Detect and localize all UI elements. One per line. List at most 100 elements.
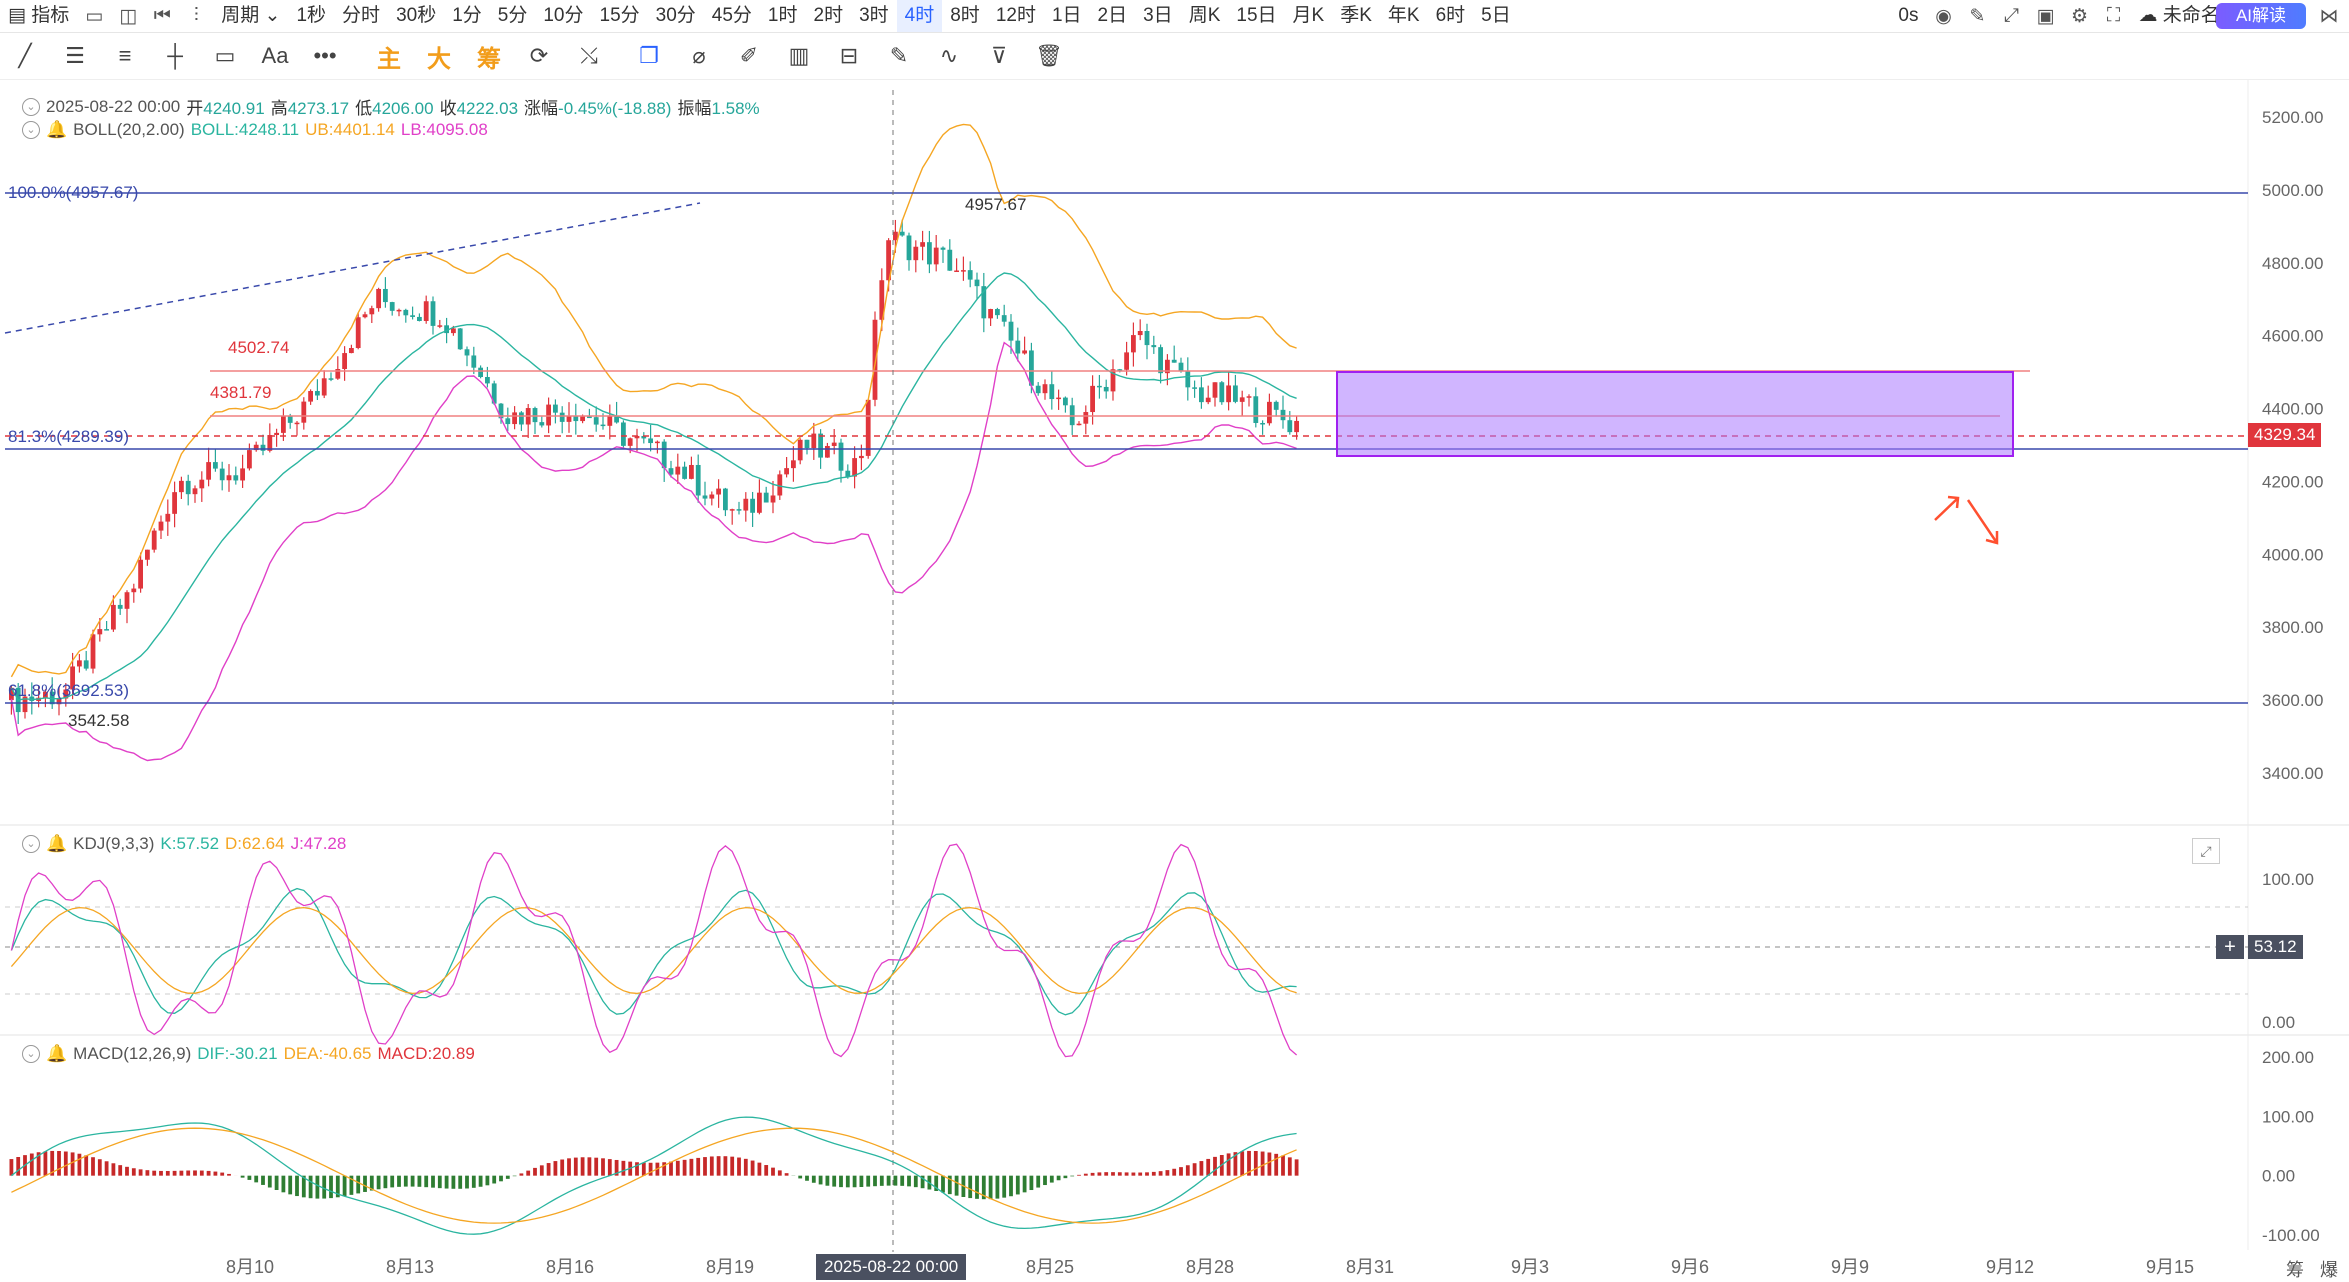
candle-body (253, 444, 259, 451)
macd-tick-label: 0.00 (2262, 1167, 2295, 1186)
fullscreen-icon[interactable]: ⛶ (2106, 5, 2121, 26)
candle-body (498, 403, 504, 419)
candle-body (933, 247, 939, 265)
indicator-button[interactable]: ▤ 指标 (0, 0, 77, 32)
calendar-icon[interactable]: ▭ (85, 5, 104, 27)
lock-icon[interactable]: ⊟ (839, 43, 859, 68)
candle-body (811, 433, 817, 449)
layout-icon[interactable]: ◫ (119, 5, 138, 27)
bars-icon[interactable]: ▥ (788, 43, 810, 68)
interval-19[interactable]: 15日 (1236, 5, 1277, 26)
settings-icon[interactable]: ⚙ (2070, 5, 2089, 27)
bell-icon[interactable]: 🔔 (46, 834, 68, 853)
candle-body (1294, 420, 1299, 433)
expand-icon[interactable]: ⤢ (2003, 5, 2020, 26)
interval-14[interactable]: 12时 (995, 5, 1036, 26)
candle-body (1097, 385, 1102, 388)
boll-lower-line (10, 341, 1297, 762)
interval-11[interactable]: 3时 (859, 5, 889, 26)
interval-0[interactable]: 1秒 (296, 5, 327, 26)
trash-icon[interactable]: 🗑 (1035, 43, 1063, 68)
add-alert-icon[interactable]: + (2216, 935, 2244, 959)
candle-body (1192, 387, 1197, 389)
pen-icon[interactable]: ✎ (1969, 5, 1986, 27)
more-tools[interactable]: ••• (313, 43, 337, 68)
interval-10[interactable]: 2时 (813, 5, 844, 26)
magnet-icon[interactable]: ∿ (939, 43, 959, 68)
notes-icon[interactable]: ✎ (889, 43, 909, 68)
legend-date: 2025-08-22 00:00 (46, 96, 181, 116)
ruler-icon[interactable]: ⌀ (692, 43, 706, 68)
big-order-button[interactable]: 大 (427, 45, 451, 73)
interval-17[interactable]: 3日 (1143, 5, 1173, 26)
candle-body (1151, 345, 1157, 348)
horizontal-ray-tool-icon[interactable]: ┼ (167, 43, 183, 68)
screenshot-icon[interactable]: ▣ (2036, 5, 2055, 27)
text-tool[interactable]: Aa (261, 43, 289, 68)
candlestick-chart[interactable]: 5200.00 5000.00 4800.00 4600.00 4400.00 4200.… (0, 80, 2349, 1281)
trendline-tool-icon[interactable]: ╱ (18, 43, 32, 68)
horizontal-lines-tool-icon[interactable]: ≡ (118, 43, 132, 68)
candles-icon[interactable]: ⫶ (193, 5, 199, 26)
interval-15[interactable]: 1日 (1051, 5, 1082, 26)
filter-icon[interactable]: ⊽ (990, 43, 1008, 68)
candle-body (1253, 396, 1259, 423)
bell-icon[interactable]: 🔔 (46, 120, 68, 139)
fib-813-label: 81.3%(4289.39) (8, 427, 129, 446)
copy-icon[interactable]: ❐ (639, 43, 659, 68)
collapse-icon[interactable]: ⌄ (22, 97, 40, 116)
candle-body (1233, 385, 1238, 402)
share-icon[interactable]: ⋈ (2319, 5, 2339, 27)
camera-icon[interactable]: ◉ (1935, 5, 1952, 27)
candle-body (444, 325, 449, 334)
interval-12[interactable]: 4时 (896, 0, 943, 32)
replace-icon[interactable]: ⟳ (529, 43, 549, 68)
candle-body (117, 604, 123, 609)
candle-body (1042, 384, 1048, 394)
collapse-icon[interactable]: ⌄ (22, 835, 40, 853)
collapse-icon[interactable]: ⌄ (22, 121, 40, 139)
candle-body (199, 479, 205, 489)
bell-icon[interactable]: 🔔 (46, 1044, 68, 1063)
main-chart-button[interactable]: 主 (377, 45, 401, 73)
interval-23[interactable]: 6时 (1435, 5, 1466, 26)
kdj-tick-label: 0.00 (2262, 1013, 2295, 1032)
interval-21[interactable]: 季K (1340, 5, 1372, 26)
candle-body (825, 445, 830, 458)
interval-3[interactable]: 1分 (452, 5, 482, 26)
interval-18[interactable]: 周K (1188, 5, 1221, 26)
collapse-icon[interactable]: ⌄ (22, 1045, 40, 1063)
interval-16[interactable]: 2日 (1097, 5, 1128, 26)
low-price-label: 3542.58 (68, 711, 129, 730)
ai-interpret-button[interactable]: AI解读 (2216, 3, 2306, 29)
up-arrow (1934, 495, 1960, 521)
brush-icon[interactable]: ✐ (739, 43, 759, 68)
interval-20[interactable]: 月K (1292, 5, 1325, 26)
maximize-pane-icon[interactable]: ⤢ (2192, 838, 2220, 864)
candle-body (648, 438, 653, 444)
rewind-icon[interactable]: ⏮ (153, 5, 171, 26)
interval-7[interactable]: 30分 (655, 5, 696, 26)
candle-body (301, 401, 307, 423)
interval-4[interactable]: 5分 (497, 5, 528, 26)
period-dropdown[interactable]: 周期 ⌄ (221, 5, 281, 26)
interval-8[interactable]: 45分 (711, 5, 752, 26)
interval-1[interactable]: 分时 (342, 5, 381, 26)
rectangle-tool-icon[interactable]: ▭ (214, 43, 236, 68)
ohlc-legend: ⌄ 2025-08-22 00:00 开4240.91 高4273.17 低42… (22, 94, 760, 119)
cross-tool-icon[interactable]: ⤯ (580, 43, 598, 68)
interval-5[interactable]: 10分 (543, 5, 584, 26)
interval-13[interactable]: 8时 (950, 5, 980, 26)
chips-toggle[interactable]: 筹 (2286, 1260, 2304, 1280)
interval-9[interactable]: 1时 (767, 5, 798, 26)
interval-2[interactable]: 30秒 (396, 5, 437, 26)
burst-toggle[interactable]: 爆 (2320, 1260, 2338, 1280)
interval-22[interactable]: 年K (1387, 5, 1420, 26)
parallel-lines-tool-icon[interactable]: ☰ (65, 43, 85, 68)
interval-6[interactable]: 15分 (599, 5, 640, 26)
interval-24[interactable]: 5日 (1481, 5, 1511, 26)
candle-body (777, 474, 783, 496)
amp-label: 振幅 (677, 99, 712, 118)
fib-100-label: 100.0%(4957.67) (8, 183, 138, 202)
chips-button[interactable]: 筹 (477, 45, 501, 73)
